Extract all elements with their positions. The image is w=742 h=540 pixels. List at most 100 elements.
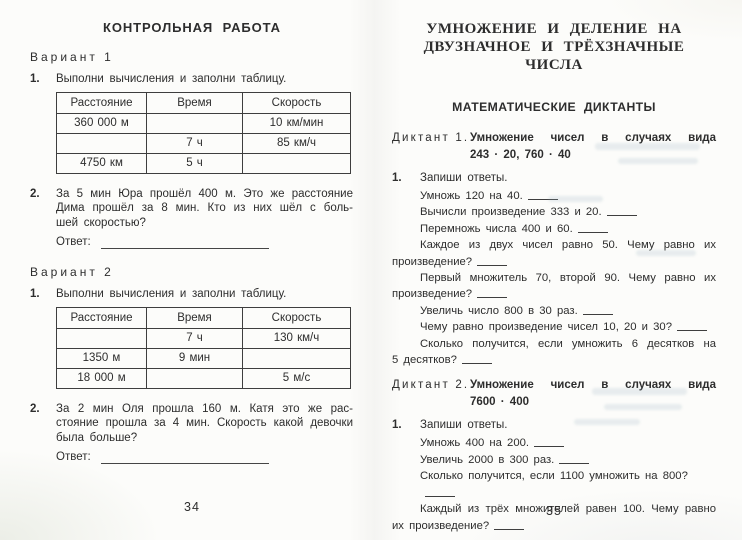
task-line: За 5 мин Юра прошёл 400 м. Это же рассто… bbox=[56, 187, 353, 200]
task-line: шей скоростью? bbox=[56, 216, 146, 229]
table-cell bbox=[242, 347, 351, 369]
task-line: Дима прошёл за 8 мин. Кто из них шёл с б… bbox=[56, 202, 353, 214]
task-intro: Запиши ответы. bbox=[420, 172, 508, 184]
dictation-line: Каждое из двух чисел равно 50. Чему равн… bbox=[392, 237, 716, 253]
answer-blank bbox=[559, 453, 590, 464]
dictation-line: Сколько получится, если 1100 умножить на… bbox=[392, 468, 716, 501]
right-page-subtitle: МАТЕМАТИЧЕСКИЕ ДИКТАНТЫ bbox=[452, 100, 656, 114]
dictation-line: Вычисли произведение 333 и 20. bbox=[392, 204, 716, 220]
table-header-row: Расстояние Время Скорость bbox=[56, 91, 351, 114]
dictation-line: 5 десятков? bbox=[392, 352, 716, 368]
task1-number: 1. bbox=[30, 288, 40, 300]
right-page: УМНОЖЕНИЕ И ДЕЛЕНИЕ НА ДВУЗНАЧНОЕ И ТРЁХ… bbox=[371, 0, 742, 540]
table-row: 7 ч 85 км/ч bbox=[56, 132, 351, 154]
task2-lines: За 2 мин Оля прошла 160 м. Катя это же р… bbox=[56, 402, 353, 446]
table-cell bbox=[56, 132, 147, 154]
table-cell: 18 000 м bbox=[56, 367, 147, 389]
table-row: 360 000 м 10 км/мин bbox=[56, 112, 351, 134]
answer-blank bbox=[577, 222, 608, 233]
dictation-line: произведение? bbox=[392, 286, 716, 302]
table-cell: 85 км/ч bbox=[242, 132, 351, 154]
right-page-number: 35 bbox=[546, 504, 562, 518]
dictation-title: Умножение чисел в случаях вида bbox=[470, 379, 716, 392]
left-page-variants: Вариант 1 1. Выполни вычисления и заполн… bbox=[30, 50, 354, 464]
dictation-block: Диктант 2. Умножение чисел в случаях вид… bbox=[392, 378, 716, 533]
task2-lines: За 5 мин Юра прошёл 400 м. Это же рассто… bbox=[56, 187, 353, 231]
task-intro: Запиши ответы. bbox=[420, 419, 508, 432]
table-cell: 10 км/мин bbox=[242, 112, 351, 134]
answer-blank bbox=[461, 353, 492, 365]
task1-text: Выполни вычисления и заполни таблицу. bbox=[56, 288, 287, 300]
dictation-line-text: Умножь 400 на 200. bbox=[420, 437, 530, 450]
task-line: стояние прошла за 4 мин. Скорость какой … bbox=[56, 417, 353, 429]
answer-blank bbox=[582, 304, 613, 315]
table-cell: 5 м/с bbox=[242, 367, 351, 389]
dictation-header: Диктант 1. Умножение чисел в случаях вид… bbox=[392, 131, 716, 145]
dictation-line-text: их произведение? bbox=[392, 519, 490, 532]
dictation-line-text: Каждое из двух чисел равно 50. Чему равн… bbox=[420, 239, 716, 252]
dictation-line-text: Сколько получится, если умножить 6 десят… bbox=[420, 337, 716, 350]
dictation-title-line2: 243 · 20, 760 · 40 bbox=[470, 149, 571, 161]
table-cell: 5 ч bbox=[146, 152, 243, 174]
dictation-line: Первый множитель 70, второй 90. Чему рав… bbox=[392, 270, 716, 286]
dictation-line-text: Вычисли произведение 333 и 20. bbox=[420, 206, 602, 219]
task2: 2. За 2 мин Оля прошла 160 м. Катя это ж… bbox=[30, 402, 354, 446]
dictations-container: Диктант 1. Умножение чисел в случаях вид… bbox=[392, 131, 716, 534]
table-row: 18 000 м 5 м/с bbox=[56, 367, 351, 389]
answer-blank bbox=[534, 436, 565, 448]
task2-number: 2. bbox=[30, 402, 40, 415]
task-line: За 2 мин Оля прошла 160 м. Катя это же р… bbox=[56, 402, 353, 415]
dictation-label: Диктант 2. bbox=[392, 379, 470, 392]
dictation-line-text: Каждый из трёх множителей равен 100. Чем… bbox=[420, 503, 716, 516]
dictation-line-text: Увеличь 2000 в 300 раз. bbox=[420, 453, 555, 466]
dictation-line: Сколько получится, если умножить 6 десят… bbox=[392, 336, 716, 352]
dictation-line: Увеличь число 800 в 30 раз. bbox=[392, 303, 716, 319]
table-header-cell: Расстояние bbox=[56, 306, 147, 329]
task2: 2. За 5 мин Юра прошёл 400 м. Это же рас… bbox=[30, 187, 354, 231]
table-cell: 1350 м bbox=[56, 347, 147, 369]
variant-heading: Вариант 1 bbox=[30, 50, 114, 64]
dictation-line: Каждый из трёх множителей равен 100. Чем… bbox=[392, 501, 716, 517]
table-header-row: Расстояние Время Скорость bbox=[56, 306, 351, 329]
dictation-header: Диктант 2. Умножение чисел в случаях вид… bbox=[392, 378, 716, 392]
answer-blank-line bbox=[100, 237, 269, 249]
right-page-title-line1: УМНОЖЕНИЕ И ДЕЛЕНИЕ НА bbox=[426, 21, 682, 37]
dictation-line-text: Умножь 120 на 40. bbox=[420, 190, 523, 202]
table-header-cell: Время bbox=[146, 91, 243, 114]
answer-row: Ответ: bbox=[56, 450, 354, 464]
table-cell bbox=[146, 112, 243, 134]
dictation-line-text: Увеличь число 800 в 30 раз. bbox=[420, 304, 578, 317]
dictation-line-text: Перемножь числа 400 и 60. bbox=[420, 222, 573, 235]
task1: 1. Выполни вычисления и заполни таблицу. bbox=[30, 287, 354, 302]
answer-blank bbox=[606, 205, 637, 217]
speed-table: Расстояние Время Скорость 360 000 м 10 км/м… bbox=[56, 91, 351, 174]
table-header-cell: Расстояние bbox=[56, 91, 147, 114]
dictation-line: их произведение? bbox=[392, 518, 716, 534]
task-line: была больше? bbox=[56, 431, 138, 444]
table-cell: 7 ч bbox=[146, 132, 243, 154]
dictation-title-line2: 7600 · 400 bbox=[470, 396, 529, 409]
dictation-line: Чему равно произведение чисел 10, 20 и 3… bbox=[392, 319, 716, 335]
table-row: 7 ч 130 км/ч bbox=[56, 327, 351, 349]
table-cell bbox=[146, 367, 243, 389]
task1-number: 1. bbox=[30, 73, 40, 85]
answer-blank bbox=[527, 189, 558, 200]
dictation-line-text: 5 десятков? bbox=[392, 354, 457, 367]
dictation-task: 1. Запиши ответы. bbox=[392, 171, 716, 185]
table-header-cell: Скорость bbox=[242, 306, 351, 329]
dictation-line: Умножь 120 на 40. bbox=[392, 188, 716, 204]
table-header-cell: Скорость bbox=[242, 91, 351, 114]
table-cell: 130 км/ч bbox=[242, 327, 351, 349]
table-header-cell: Время bbox=[146, 306, 243, 329]
dictation-line-text: произведение? bbox=[392, 255, 473, 268]
dictation-line: Перемножь числа 400 и 60. bbox=[392, 221, 716, 237]
left-page-number: 34 bbox=[184, 500, 200, 514]
answer-label: Ответ: bbox=[56, 236, 91, 248]
dictation-label: Диктант 1. bbox=[392, 132, 470, 144]
answer-blank bbox=[676, 320, 707, 332]
variant-heading: Вариант 2 bbox=[30, 265, 114, 279]
dictation-line: Увеличь 2000 в 300 раз. bbox=[392, 452, 716, 468]
answer-label: Ответ: bbox=[56, 451, 91, 463]
